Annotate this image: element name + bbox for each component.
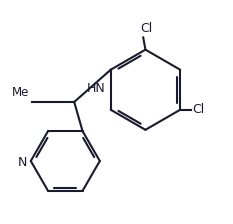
Text: HN: HN [87,82,106,95]
Text: Me: Me [12,86,30,99]
Text: N: N [18,156,27,169]
Text: Cl: Cl [192,103,205,116]
Text: Cl: Cl [140,22,153,34]
